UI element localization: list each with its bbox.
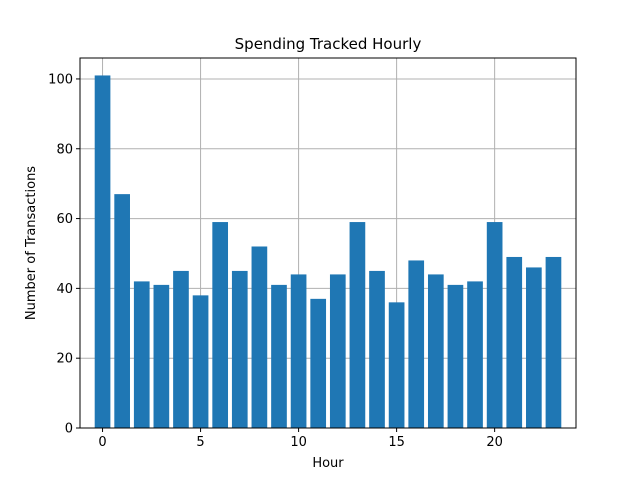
y-axis-label: Number of Transactions [24, 166, 39, 320]
bar [388, 302, 405, 428]
y-tick-label: 80 [56, 142, 73, 157]
x-tick-label: 5 [196, 435, 204, 450]
bar [310, 298, 327, 428]
bar [427, 274, 444, 428]
y-tick-label: 60 [56, 212, 73, 227]
x-tick-label: 20 [486, 435, 503, 450]
y-tick-label: 40 [56, 282, 73, 297]
bar [192, 295, 209, 428]
x-tick-label: 10 [290, 435, 307, 450]
bar [251, 246, 268, 428]
x-tick-label: 15 [388, 435, 405, 450]
y-axis-ticks: 0 20 40 60 80 100 [48, 72, 80, 437]
bar [447, 284, 464, 428]
plot-frame [79, 57, 577, 429]
bar [94, 75, 111, 429]
bar [153, 284, 170, 428]
bars [94, 75, 562, 429]
bar [271, 284, 287, 428]
x-axis-label: Hour [312, 456, 344, 471]
bar [329, 274, 346, 428]
x-tick-label: 0 [98, 435, 106, 450]
bar [369, 270, 385, 428]
bar [173, 270, 189, 428]
bar [467, 281, 483, 428]
bar [545, 256, 562, 428]
bar [114, 194, 130, 428]
bar [231, 270, 248, 428]
bar [212, 222, 229, 428]
chart-title: Spending Tracked Hourly [235, 35, 422, 53]
x-axis-ticks: 0 5 10 15 20 [98, 428, 503, 450]
y-tick-label: 100 [48, 72, 73, 87]
bar [526, 267, 542, 428]
bar [408, 260, 425, 428]
bar [486, 222, 503, 428]
bar [133, 281, 150, 428]
bar [506, 256, 523, 428]
bar [290, 274, 307, 428]
bar [349, 222, 366, 428]
y-tick-label: 20 [56, 352, 73, 367]
y-tick-label: 0 [65, 422, 73, 437]
